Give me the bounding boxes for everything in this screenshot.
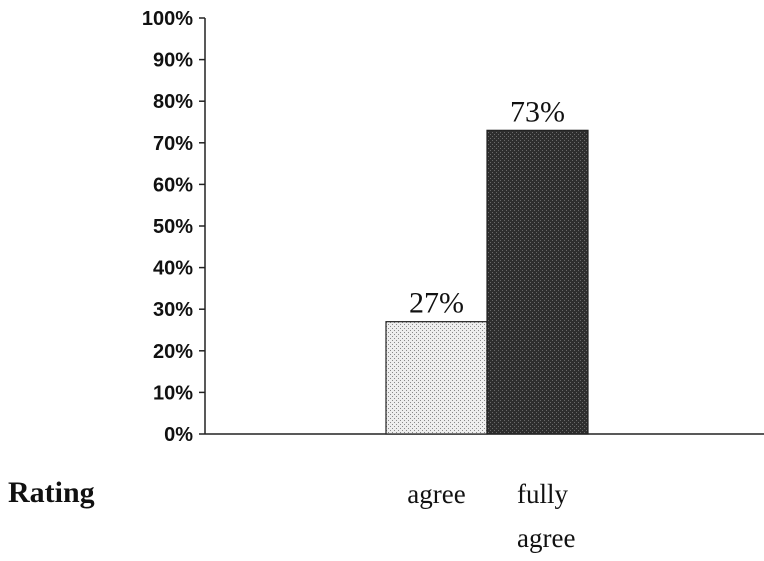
data-labels: 27% 73% [409, 95, 565, 319]
x-axis-title: Rating [8, 476, 95, 509]
y-axis: 0% 10% 20% 30% 40% 50% 60% 70% 80% 90% 100% [142, 8, 206, 446]
bar [385, 321, 488, 435]
bar-value-label: 27% [409, 287, 464, 320]
y-tick-label: 70% [153, 133, 193, 155]
category-labels: agree fully agree [407, 479, 575, 553]
y-tick-label: 80% [153, 91, 193, 113]
bar [486, 129, 589, 435]
bars [385, 129, 589, 435]
y-tick-label: 50% [153, 216, 193, 238]
x-category-label: fully [517, 479, 568, 509]
y-tick-label: 20% [153, 341, 193, 363]
y-tick-label: 30% [153, 299, 193, 321]
y-tick-label: 90% [153, 50, 193, 72]
x-category-label: agree [407, 479, 465, 509]
y-tick-label: 100% [142, 8, 193, 30]
y-tick-label: 60% [153, 174, 193, 196]
y-tick-label: 10% [153, 382, 193, 404]
y-tick-label: 40% [153, 258, 193, 280]
bar-value-label: 73% [510, 95, 565, 128]
x-category-label: agree [517, 523, 575, 553]
y-tick-label: 0% [164, 424, 193, 446]
